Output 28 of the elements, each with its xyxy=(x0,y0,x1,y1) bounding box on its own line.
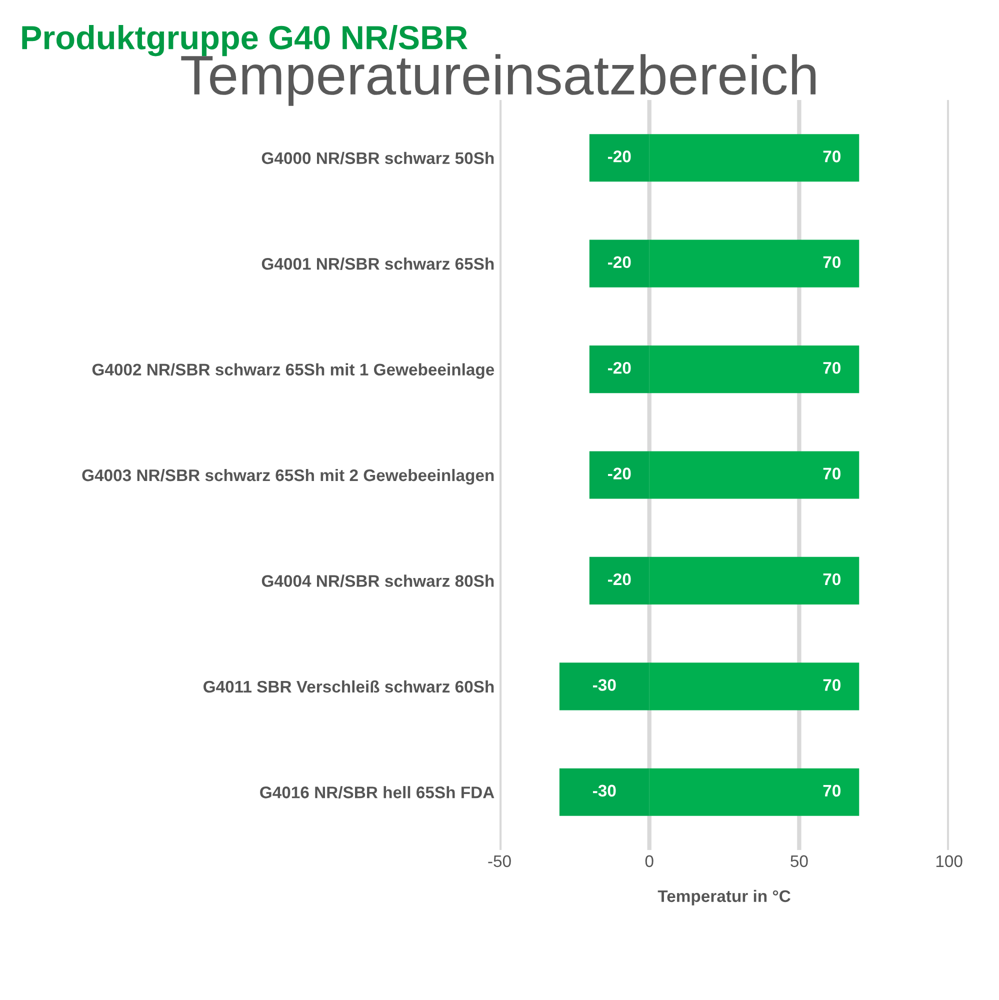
data-label: 70 xyxy=(823,784,840,797)
data-label: 70 xyxy=(823,573,840,586)
data-label: -20 xyxy=(608,362,631,374)
data-label: 70 xyxy=(823,468,840,480)
data-label: 70 xyxy=(823,679,840,691)
y-tick-label: G4000 NR/SBR schwarz 50Sh xyxy=(262,152,494,164)
chart-title: Produktgruppe G40 NR/SBR xyxy=(22,25,468,56)
y-tick-label: G4011 SBR Verschleiß schwarz 60Sh xyxy=(204,680,494,693)
data-label: 70 xyxy=(823,256,840,268)
data-label: 70 xyxy=(823,150,840,162)
y-tick-label: G4003 NR/SBR schwarz 65Sh mit 2 Gewebeeinlagen xyxy=(82,468,494,485)
data-label: -20 xyxy=(608,468,631,480)
data-label: -30 xyxy=(593,784,616,797)
y-tick-label: G4016 NR/SBR hell 65Sh FDA xyxy=(260,786,494,798)
x-tick-label: 100 xyxy=(936,855,962,868)
data-label: -20 xyxy=(608,150,631,162)
x-axis-title: Temperatur in °C xyxy=(658,890,790,906)
x-tick-label: -50 xyxy=(488,855,511,868)
x-tick-label: 50 xyxy=(790,855,808,868)
y-tick-label: G4002 NR/SBR schwarz 65Sh mit 1 Gewebeeinlage xyxy=(92,363,494,379)
x-tick-label: 0 xyxy=(645,855,654,868)
data-label: -20 xyxy=(608,256,631,268)
y-tick-label: G4004 NR/SBR schwarz 80Sh xyxy=(262,574,494,588)
data-label: -30 xyxy=(593,679,616,691)
y-tick-label: G4001 NR/SBR schwarz 65Sh xyxy=(262,258,494,270)
data-label: 70 xyxy=(823,362,840,374)
data-label: -20 xyxy=(608,573,631,586)
chart-subtitle: Temperatureinsatzbereich xyxy=(181,54,816,106)
